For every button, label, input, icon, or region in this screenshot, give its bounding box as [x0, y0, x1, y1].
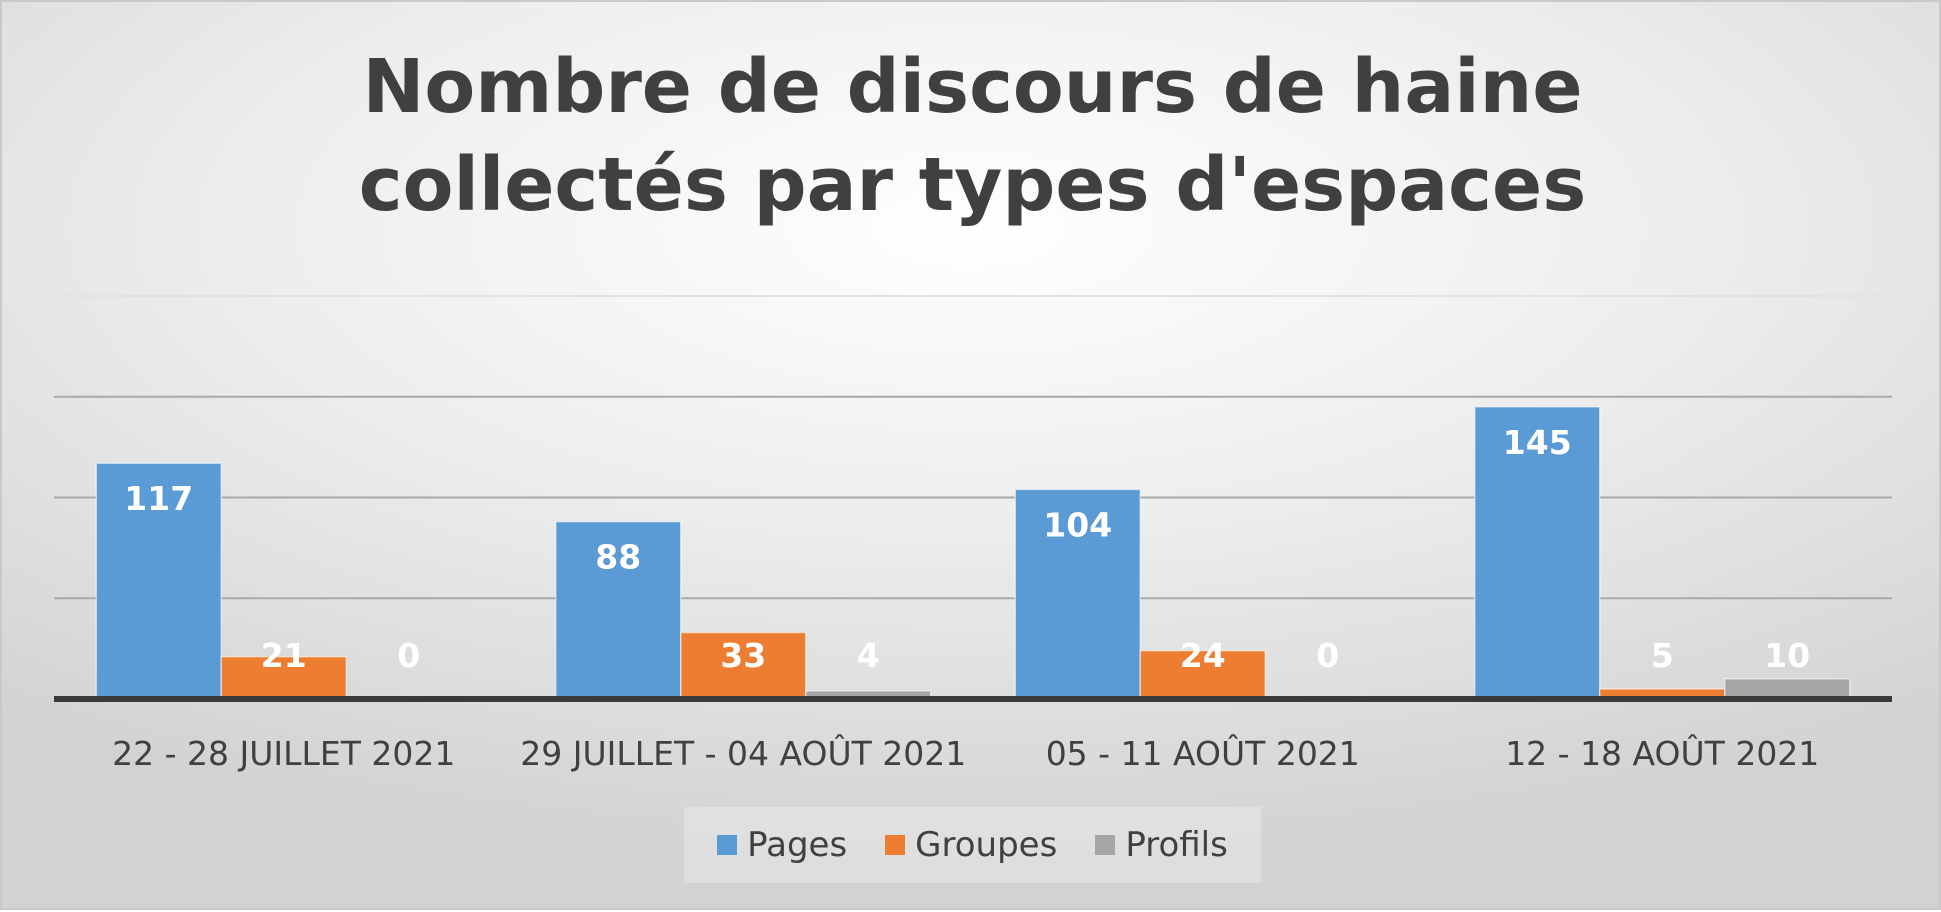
data-label-profils-0: 0 [397, 636, 420, 675]
data-label-profils-1: 4 [857, 636, 880, 675]
data-label-pages-3: 145 [1503, 423, 1572, 462]
x-tick-label-0: 22 - 28 JUILLET 2021 [112, 734, 455, 773]
data-label-groupes-1: 33 [720, 636, 766, 675]
legend-swatch-groupes [885, 835, 906, 855]
legend: Pages Groupes Profils [684, 807, 1261, 883]
legend-swatch-pages [717, 835, 738, 855]
legend-label-profils: Profils [1125, 825, 1228, 865]
data-label-pages-1: 88 [595, 538, 641, 577]
bar-groupes-0 [220, 655, 347, 700]
bar-pages-3 [1474, 406, 1601, 700]
gridlines [54, 295, 1892, 600]
bar-pages-2 [1014, 488, 1141, 700]
legend-swatch-profils [1095, 835, 1116, 855]
data-label-pages-0: 117 [124, 479, 193, 518]
data-label-pages-2: 104 [1043, 505, 1112, 544]
x-tick-labels: 22 - 28 JUILLET 2021 29 JUILLET - 04 AOÛT… [112, 733, 1819, 773]
bar-groupes-1 [680, 631, 807, 700]
legend-label-groupes: Groupes [915, 825, 1058, 865]
chart-title: Nombre de discours de haine collectés pa… [358, 44, 1587, 228]
legend-label-pages: Pages [747, 825, 848, 865]
legend-item-groupes: Groupes [885, 825, 1057, 865]
bar-group [95, 406, 1851, 700]
data-label-profils-2: 0 [1316, 636, 1339, 675]
x-tick-label-1: 29 JUILLET - 04 AOÛT 2021 [520, 733, 966, 773]
data-label-groupes-3: 5 [1651, 636, 1674, 675]
bar-profils-3 [1724, 678, 1851, 700]
legend-item-profils: Profils [1095, 825, 1228, 865]
x-tick-label-2: 05 - 11 AOÛT 2021 [1046, 733, 1360, 773]
data-label-groupes-2: 24 [1180, 636, 1226, 675]
legend-item-pages: Pages [717, 825, 847, 865]
x-tick-label-3: 12 - 18 AOÛT 2021 [1505, 733, 1819, 773]
data-labels: 117 21 0 88 33 4 104 24 0 145 5 10 [124, 423, 1810, 675]
data-label-profils-3: 10 [1764, 636, 1810, 675]
bar-groupes-2 [1139, 649, 1266, 700]
data-label-groupes-0: 21 [261, 636, 307, 675]
bar-pages-0 [95, 462, 222, 700]
